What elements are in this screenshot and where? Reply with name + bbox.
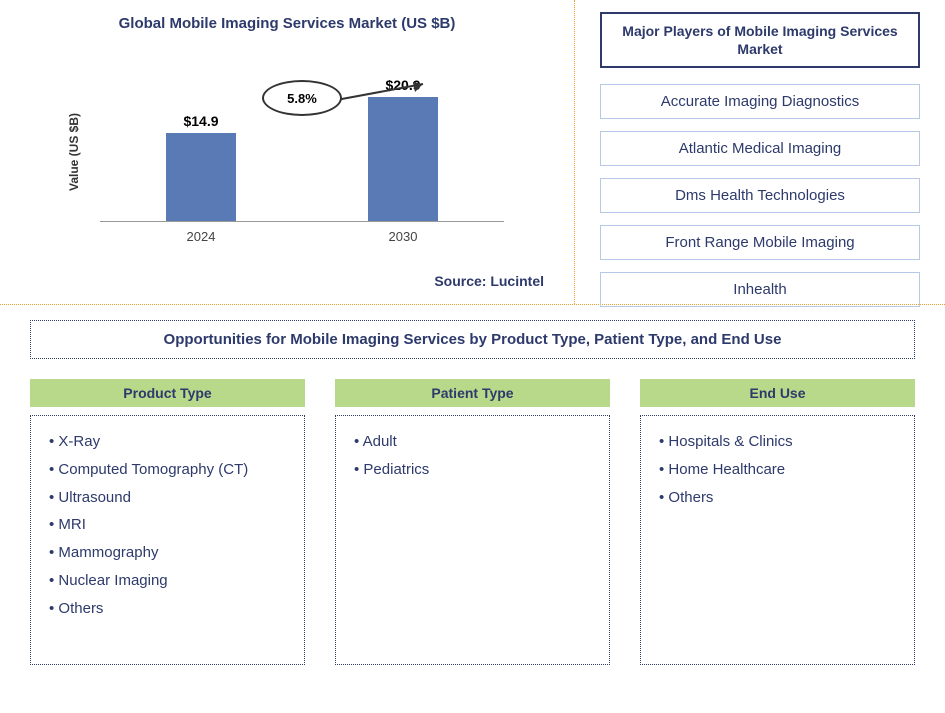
- list-item: Computed Tomography (CT): [45, 456, 290, 484]
- players-title: Major Players of Mobile Imaging Services…: [600, 12, 920, 68]
- x-axis-label: 2030: [389, 229, 418, 244]
- list-item: Home Healthcare: [655, 456, 900, 484]
- chart-panel: Global Mobile Imaging Services Market (U…: [0, 0, 575, 304]
- opp-col-end-use: End Use Hospitals & Clinics Home Healthc…: [640, 379, 915, 665]
- opportunities-title: Opportunities for Mobile Imaging Service…: [30, 320, 915, 359]
- x-axis-label: 2024: [187, 229, 216, 244]
- list-item: Nuclear Imaging: [45, 567, 290, 595]
- opp-list: Adult Pediatrics: [335, 415, 610, 665]
- player-item: Dms Health Technologies: [600, 178, 920, 213]
- top-section: Global Mobile Imaging Services Market (U…: [0, 0, 945, 305]
- opportunities-columns: Product Type X-Ray Computed Tomography (…: [30, 379, 915, 665]
- player-item: Front Range Mobile Imaging: [600, 225, 920, 260]
- list-item: Hospitals & Clinics: [655, 428, 900, 456]
- source-text: Source: Lucintel: [434, 273, 544, 289]
- list-item: Ultrasound: [45, 484, 290, 512]
- opp-list: Hospitals & Clinics Home Healthcare Othe…: [640, 415, 915, 665]
- players-panel: Major Players of Mobile Imaging Services…: [575, 0, 945, 304]
- opp-header: Patient Type: [335, 379, 610, 407]
- bottom-section: Opportunities for Mobile Imaging Service…: [0, 305, 945, 680]
- y-axis-label: Value (US $B): [67, 113, 81, 191]
- bar-value: $14.9: [183, 113, 218, 129]
- chart-area: Value (US $B) 5.8% $14.9 2024 $20.9 2030: [80, 52, 524, 252]
- list-item: X-Ray: [45, 428, 290, 456]
- list-item: Mammography: [45, 539, 290, 567]
- list-item: Adult: [350, 428, 595, 456]
- list-item: MRI: [45, 511, 290, 539]
- player-item: Inhealth: [600, 272, 920, 307]
- opp-header: End Use: [640, 379, 915, 407]
- opp-list: X-Ray Computed Tomography (CT) Ultrasoun…: [30, 415, 305, 665]
- player-item: Accurate Imaging Diagnostics: [600, 84, 920, 119]
- chart-title: Global Mobile Imaging Services Market (U…: [20, 15, 554, 32]
- list-item: Pediatrics: [350, 456, 595, 484]
- player-item: Atlantic Medical Imaging: [600, 131, 920, 166]
- bar-group-2024: $14.9 2024: [141, 113, 261, 221]
- opp-header: Product Type: [30, 379, 305, 407]
- list-item: Others: [45, 595, 290, 623]
- growth-rate-callout: 5.8%: [262, 80, 342, 116]
- list-item: Others: [655, 484, 900, 512]
- opp-col-product-type: Product Type X-Ray Computed Tomography (…: [30, 379, 305, 665]
- opp-col-patient-type: Patient Type Adult Pediatrics: [335, 379, 610, 665]
- bar: [166, 133, 236, 221]
